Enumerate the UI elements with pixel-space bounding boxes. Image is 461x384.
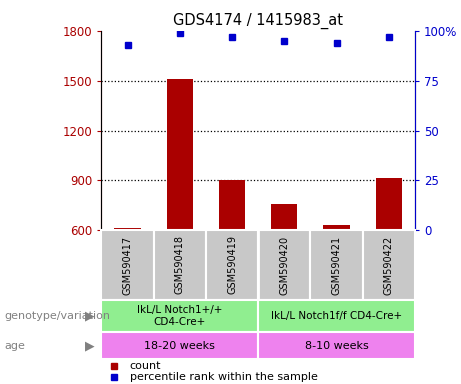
FancyBboxPatch shape — [154, 230, 206, 300]
FancyBboxPatch shape — [363, 230, 415, 300]
Text: GSM590417: GSM590417 — [123, 235, 133, 295]
Text: ▶: ▶ — [85, 310, 95, 322]
Text: 18-20 weeks: 18-20 weeks — [144, 341, 215, 351]
Text: age: age — [5, 341, 25, 351]
Bar — [114, 228, 141, 230]
FancyBboxPatch shape — [258, 300, 415, 332]
FancyBboxPatch shape — [101, 332, 258, 359]
Title: GDS4174 / 1415983_at: GDS4174 / 1415983_at — [173, 13, 343, 29]
Text: 8-10 weeks: 8-10 weeks — [305, 341, 368, 351]
Text: GSM590422: GSM590422 — [384, 235, 394, 295]
Text: GSM590421: GSM590421 — [331, 235, 342, 295]
FancyBboxPatch shape — [206, 230, 258, 300]
Text: GSM590419: GSM590419 — [227, 235, 237, 295]
Text: percentile rank within the sample: percentile rank within the sample — [130, 372, 318, 382]
Bar — [271, 204, 297, 230]
Bar — [376, 178, 402, 230]
Bar — [219, 180, 245, 230]
Text: GSM590418: GSM590418 — [175, 235, 185, 295]
Text: GSM590420: GSM590420 — [279, 235, 290, 295]
FancyBboxPatch shape — [101, 230, 154, 300]
FancyBboxPatch shape — [101, 300, 258, 332]
FancyBboxPatch shape — [258, 230, 310, 300]
Bar — [324, 225, 349, 230]
FancyBboxPatch shape — [310, 230, 363, 300]
Text: IkL/L Notch1+/+
CD4-Cre+: IkL/L Notch1+/+ CD4-Cre+ — [137, 305, 223, 327]
Text: IkL/L Notch1f/f CD4-Cre+: IkL/L Notch1f/f CD4-Cre+ — [271, 311, 402, 321]
Text: ▶: ▶ — [85, 339, 95, 352]
Text: count: count — [130, 361, 161, 371]
Text: genotype/variation: genotype/variation — [5, 311, 111, 321]
FancyBboxPatch shape — [258, 332, 415, 359]
Bar — [167, 79, 193, 230]
